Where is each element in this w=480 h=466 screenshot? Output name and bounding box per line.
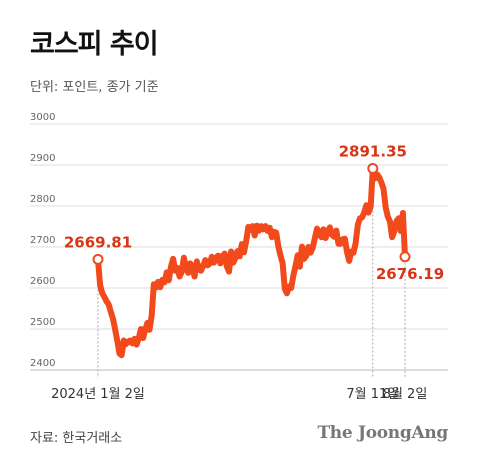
source-note: 자료: 한국거래소 [30,431,123,446]
annotations: 2669.81 2891.35 2676.19 [64,143,444,283]
y-tick-label: 2600 [30,276,55,287]
y-axis-ticks: 3000 2900 2800 2700 2600 2500 2400 [30,112,55,369]
annotation-label: 2669.81 [64,233,132,251]
chart-subtitle: 단위: 포인트, 종가 기준 [30,80,159,95]
publisher-logo: The JoongAng [317,423,448,443]
series-group [95,165,408,359]
y-tick-label: 3000 [30,112,55,123]
annotation-marker [367,163,379,175]
annotation-marker [399,251,411,263]
chart-title: 코스피 추이 [30,29,159,60]
y-tick-label: 2400 [30,358,55,369]
date-guides [97,174,406,378]
y-tick-label: 2800 [30,194,55,205]
annotation-marker [92,253,104,265]
x-tick-label: 2024년 1월 2일 [51,387,145,402]
y-tick-label: 2700 [30,235,55,246]
annotation-label: 2676.19 [376,265,444,283]
y-tick-label: 2500 [30,317,55,328]
y-tick-label: 2900 [30,153,55,164]
series-line [95,165,408,359]
annotation-label: 2891.35 [339,143,407,161]
x-tick-label: 7월 11일 [346,387,399,402]
x-tick-label: 8월 2일 [383,387,428,402]
